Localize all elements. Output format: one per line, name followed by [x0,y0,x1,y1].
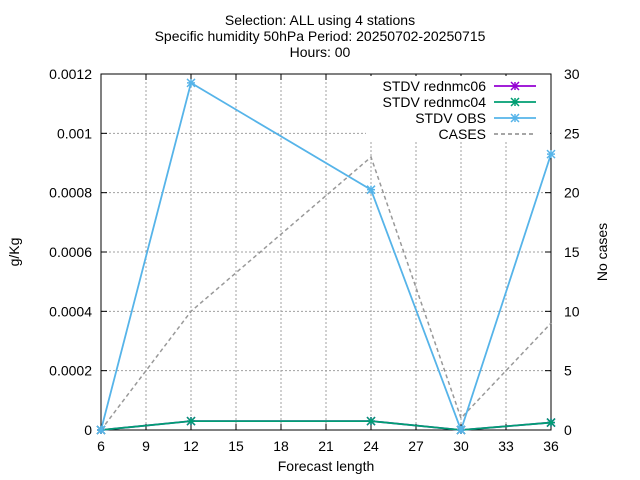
series-line-cases [100,155,552,431]
y-axis-label: g/Kg [6,238,22,267]
x-axis-label: Forecast length [278,458,375,474]
data-point [366,416,376,426]
y-tick-label: 0.0004 [49,303,92,319]
x-tick-label: 33 [498,438,514,454]
x-tick-label: 9 [142,438,150,454]
y2-tick-label: 15 [564,244,580,260]
data-point [96,425,106,435]
series-layer [96,78,556,435]
chart-title-line-1: Selection: ALL using 4 stations [224,12,416,28]
x-tick-label: 36 [543,438,559,454]
y2-tick-label: 10 [564,303,580,319]
y-tick-label: 0.001 [57,125,92,141]
point-stroke [546,418,556,428]
x-tick-label: 30 [453,438,469,454]
y2-tick-label: 25 [564,125,580,141]
data-point [546,418,556,428]
legend-label: STDV rednmc04 [383,94,487,110]
y2-tick-label: 30 [564,66,580,82]
y2-tick-label: 0 [564,422,572,438]
data-point [510,113,520,123]
y-tick-label: 0 [84,422,92,438]
y2-tick-label: 5 [564,363,572,379]
point-stroke [546,149,556,159]
axes: 6 9 12 15 18 21 24 27 30 33 36 0 0.0002 0.0004 0.0006 0… [49,66,580,454]
x-tick-label: 6 [97,438,105,454]
x-tick-label: 15 [228,438,244,454]
y-tick-label: 0.0012 [49,66,92,82]
chart-title-line-3: Hours: 00 [289,44,351,60]
point-stroke [510,97,520,107]
legend-label: STDV rednmc06 [383,78,487,94]
data-point [186,78,196,88]
legend-label: STDV OBS [415,110,486,126]
y-tick-label: 0.0006 [49,244,92,260]
y-tick-label: 0.0008 [49,185,92,201]
data-point [456,425,466,435]
x-tick-label: 12 [183,438,199,454]
x-tick-label: 24 [363,438,379,454]
x-tick-label: 18 [273,438,289,454]
point-stroke [510,113,520,123]
data-point [186,416,196,426]
data-point [510,81,520,91]
y2-tick-label: 20 [564,185,580,201]
point-stroke [96,425,106,435]
y2-axis-label: No cases [594,223,610,281]
data-point [546,149,556,159]
y-tick-label: 0.0002 [49,363,92,379]
point-stroke [366,185,376,195]
point-stroke [366,416,376,426]
data-point [510,97,520,107]
data-point [366,185,376,195]
point-stroke [186,416,196,426]
x-tick-label: 21 [318,438,334,454]
legend-label: CASES [439,126,486,142]
point-stroke [456,425,466,435]
grid-lines [101,74,551,430]
point-stroke [510,81,520,91]
plot-border [100,73,552,431]
point-stroke [186,78,196,88]
x-tick-label: 27 [408,438,424,454]
chart-title-line-2: Specific humidity 50hPa Period: 20250702… [154,28,486,44]
